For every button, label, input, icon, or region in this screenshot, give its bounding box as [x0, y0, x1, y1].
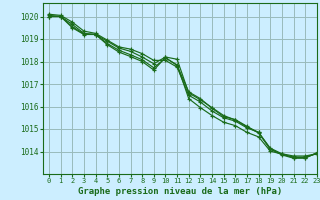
X-axis label: Graphe pression niveau de la mer (hPa): Graphe pression niveau de la mer (hPa) — [78, 187, 282, 196]
